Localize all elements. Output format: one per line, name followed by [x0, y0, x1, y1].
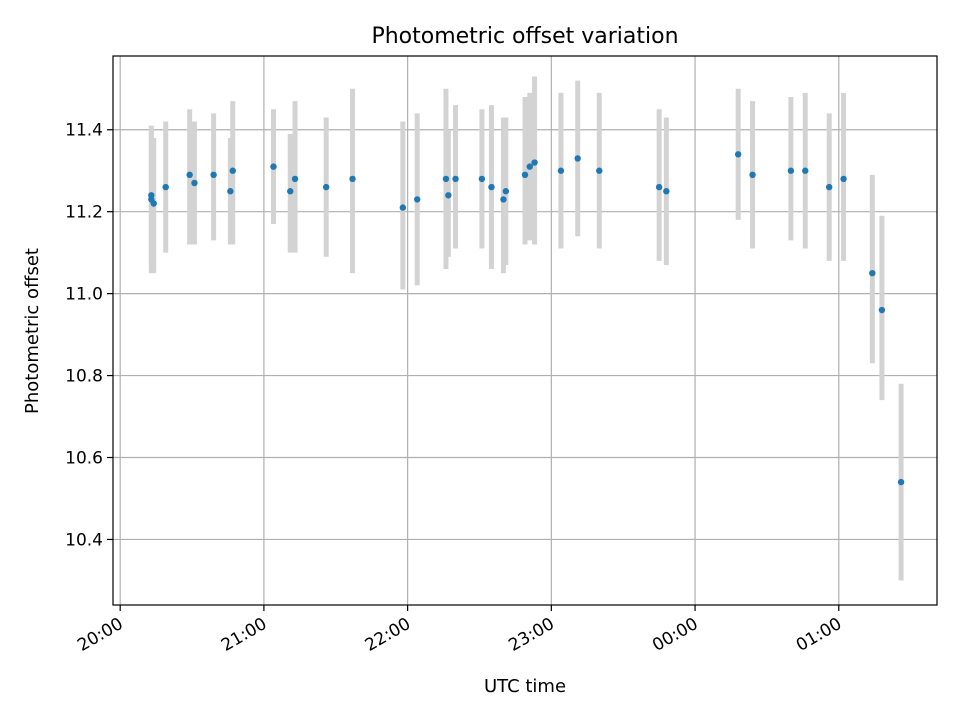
data-point — [414, 196, 421, 203]
y-tick-label: 11.4 — [65, 121, 103, 141]
y-tick-label: 10.4 — [65, 530, 103, 550]
data-point — [897, 478, 905, 486]
x-tick-label: 00:00 — [649, 614, 701, 656]
data-point — [191, 179, 198, 187]
data-point — [787, 167, 795, 174]
data-point — [162, 183, 169, 191]
data-point — [478, 175, 486, 183]
y-tick-label: 11.0 — [65, 285, 103, 305]
data-point — [322, 183, 330, 191]
data-point — [210, 171, 217, 179]
data-point — [531, 159, 538, 166]
data-point — [445, 192, 452, 199]
data-point — [734, 151, 742, 158]
y-tick-label: 11.2 — [65, 203, 103, 223]
x-axis-ticks: 20:00 21:00 22:00 23:00 00:00 01:00 — [74, 605, 845, 656]
data-point — [186, 171, 193, 179]
y-tick-label: 10.6 — [65, 449, 103, 469]
data-point — [802, 167, 809, 174]
x-tick-label: 22:00 — [362, 614, 414, 656]
data-point — [227, 188, 234, 195]
data-point — [488, 183, 495, 191]
x-tick-label: 20:00 — [74, 614, 126, 656]
y-tick-label: 10.8 — [65, 367, 103, 387]
y-axis-ticks: 10.4 10.6 10.8 11.0 11.2 11.4 — [65, 121, 113, 550]
data-point — [574, 155, 581, 162]
data-point — [229, 167, 236, 174]
x-tick-label: 23:00 — [505, 614, 557, 656]
data-point — [442, 175, 450, 183]
data-point — [526, 163, 533, 170]
data-points — [148, 151, 905, 486]
data-point — [287, 188, 294, 195]
data-point — [452, 175, 459, 183]
data-point — [399, 204, 407, 211]
y-axis-label: Photometric offset — [22, 248, 43, 414]
data-point — [150, 200, 157, 207]
data-point — [826, 183, 833, 191]
data-point — [749, 171, 756, 179]
plot-frame — [112, 55, 938, 606]
data-point — [349, 175, 356, 183]
data-point — [521, 171, 529, 179]
x-tick-label: 21:00 — [218, 614, 270, 656]
data-point — [878, 306, 886, 314]
data-point — [557, 167, 565, 174]
data-point — [502, 188, 510, 195]
chart-title: Photometric offset variation — [371, 24, 678, 49]
data-point — [840, 175, 847, 183]
x-axis-label: UTC time — [484, 676, 566, 697]
data-point — [655, 183, 663, 191]
data-point — [869, 269, 876, 277]
x-tick-label: 01:00 — [793, 614, 845, 656]
data-point — [663, 188, 670, 195]
data-point — [596, 167, 603, 174]
data-point — [500, 196, 507, 203]
data-point — [291, 175, 299, 183]
grid — [113, 56, 937, 605]
data-point — [270, 163, 277, 170]
